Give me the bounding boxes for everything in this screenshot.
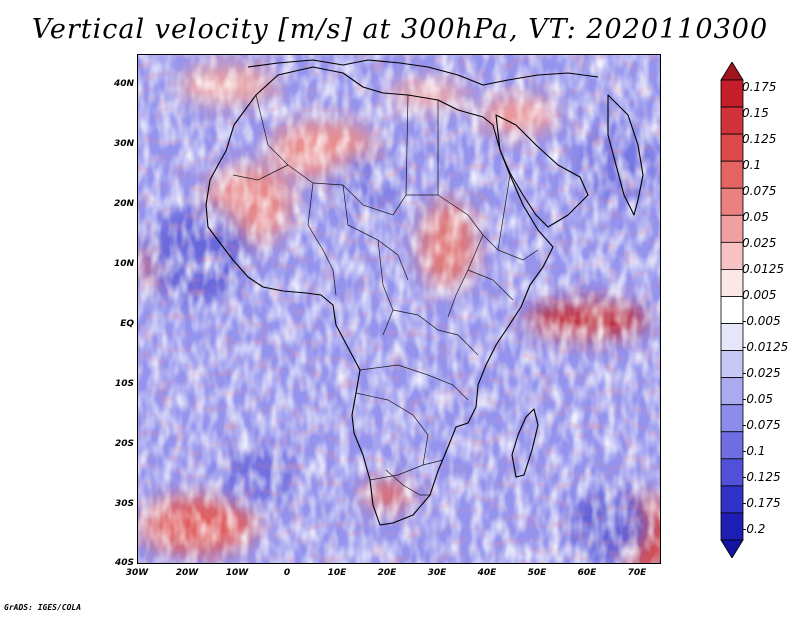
india-coast bbox=[607, 94, 644, 216]
grads-credit: GrADS: IGES/COLA bbox=[4, 603, 82, 612]
lon-label: 20E bbox=[377, 568, 397, 578]
colorbar-label: -0.125 bbox=[742, 470, 781, 484]
africa-coastline bbox=[205, 66, 554, 526]
colorbar-cell bbox=[720, 214, 744, 243]
lat-label: 30S bbox=[114, 499, 134, 509]
lat-label: 10N bbox=[113, 259, 134, 269]
colorbar-label: -0.075 bbox=[742, 418, 781, 432]
colorbar-cell bbox=[720, 187, 744, 216]
lon-label: 50E bbox=[527, 568, 547, 578]
map-panel bbox=[137, 54, 661, 564]
lon-label: 10E bbox=[327, 568, 347, 578]
colorbar-label: 0.125 bbox=[742, 132, 777, 146]
colorbar-label: -0.025 bbox=[742, 366, 781, 380]
colorbar-cell bbox=[720, 404, 744, 433]
lat-label: 20S bbox=[114, 439, 134, 449]
europe-coast bbox=[247, 59, 599, 86]
lat-label: 40N bbox=[113, 79, 134, 89]
colorbar-cell bbox=[720, 296, 744, 324]
colorbar-label: -0.05 bbox=[742, 392, 774, 406]
velocity-field-map bbox=[138, 55, 660, 563]
colorbar-cell bbox=[720, 133, 744, 162]
colorbar-cell bbox=[720, 485, 744, 514]
lat-label: 10S bbox=[114, 379, 134, 389]
lon-label: 30W bbox=[125, 568, 149, 578]
colorbar bbox=[720, 62, 744, 558]
colorbar-cell bbox=[720, 62, 744, 81]
colorbar-label: 0.0125 bbox=[742, 262, 784, 276]
colorbar-label: 0.175 bbox=[742, 80, 777, 94]
lat-label: 20N bbox=[113, 199, 134, 209]
colorbar-cells bbox=[720, 62, 744, 558]
colorbar-label: -0.2 bbox=[742, 522, 766, 536]
country-borders bbox=[232, 94, 539, 496]
map-title: Vertical velocity [m/s] at 300hPa, VT: 2… bbox=[31, 14, 769, 45]
lon-label: 10W bbox=[225, 568, 249, 578]
colorbar-label: -0.0125 bbox=[742, 340, 789, 354]
colorbar-label: 0.025 bbox=[742, 236, 777, 250]
lon-label: 30E bbox=[427, 568, 447, 578]
lat-label: EQ bbox=[120, 319, 134, 329]
arabian-peninsula bbox=[495, 114, 589, 228]
colorbar-label: 0.005 bbox=[742, 288, 777, 302]
colorbar-cell bbox=[720, 539, 744, 558]
colorbar-label: 0.15 bbox=[742, 106, 769, 120]
colorbar-label: 0.1 bbox=[742, 158, 762, 172]
colorbar-cell bbox=[720, 160, 744, 189]
lon-label: 20W bbox=[175, 568, 199, 578]
colorbar-cell bbox=[720, 377, 744, 406]
colorbar-label: 0.075 bbox=[742, 184, 777, 198]
colorbar-cell bbox=[720, 323, 744, 351]
lat-label: 30N bbox=[113, 139, 134, 149]
colorbar-cell bbox=[720, 431, 744, 460]
coastlines bbox=[205, 59, 644, 526]
colorbar-label: -0.175 bbox=[742, 496, 781, 510]
lon-label: 60E bbox=[577, 568, 597, 578]
lon-label: 40E bbox=[477, 568, 497, 578]
colorbar-label: 0.05 bbox=[742, 210, 769, 224]
lon-label: 70E bbox=[627, 568, 647, 578]
colorbar-cell bbox=[720, 512, 744, 541]
colorbar-cell bbox=[720, 269, 744, 297]
madagascar bbox=[511, 408, 539, 478]
colorbar-label: -0.005 bbox=[742, 314, 781, 328]
colorbar-label: -0.1 bbox=[742, 444, 766, 458]
lon-label: 0 bbox=[283, 568, 291, 578]
colorbar-cell bbox=[720, 350, 744, 379]
colorbar-cell bbox=[720, 241, 744, 270]
colorbar-cell bbox=[720, 106, 744, 135]
lat-label: 40S bbox=[114, 558, 134, 568]
colorbar-cell bbox=[720, 79, 744, 108]
colorbar-cell bbox=[720, 458, 744, 487]
fine-structure-red bbox=[138, 55, 660, 563]
